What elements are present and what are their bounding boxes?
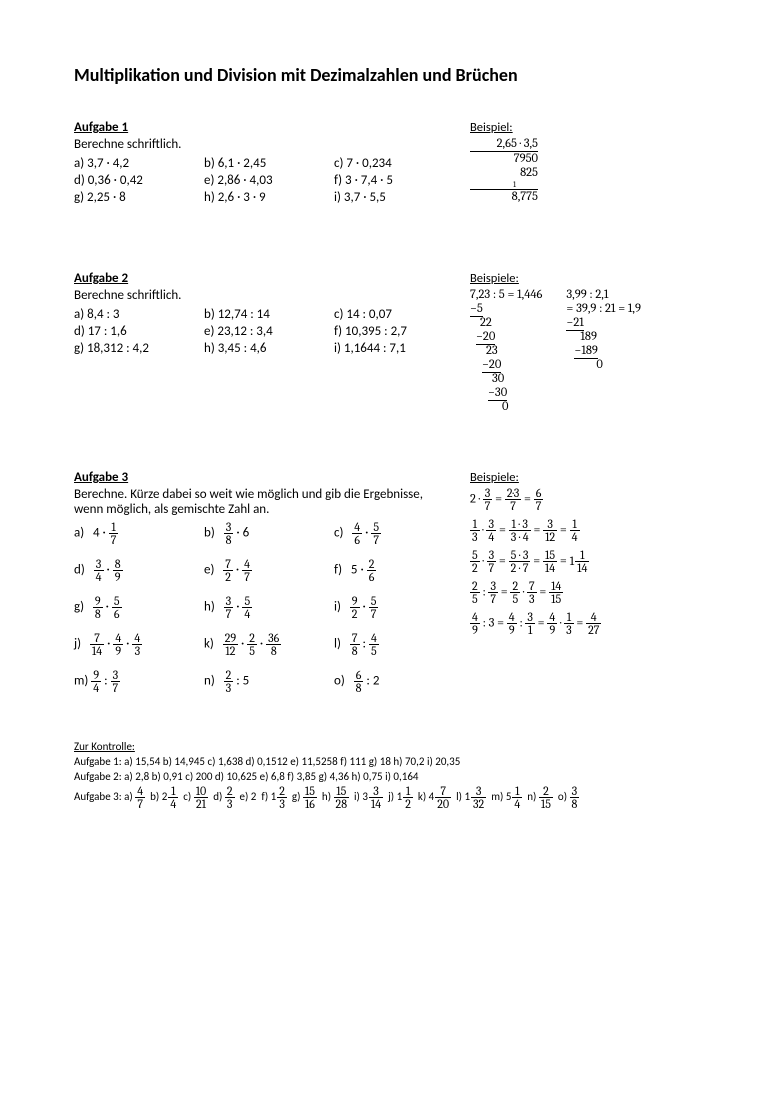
t2-h: h) 3,45 : 4,6: [204, 341, 334, 356]
task-1-grid: a) 3,7 · 4,2 b) 6,1 · 2,45 c) 7 · 0,234 …: [74, 156, 464, 205]
t3-ex-5: 49 : 3 = 49 : 31 = 49 · 13 = 427: [470, 611, 694, 636]
t1-b: b) 6,1 · 2,45: [204, 156, 334, 171]
t2-a: a) 8,4 : 3: [74, 307, 204, 322]
page-title: Multiplikation und Division mit Dezimalz…: [74, 64, 694, 86]
solutions-l3: Aufgabe 3: a) 47 b) 214 c) 1021 d) 23 e)…: [74, 785, 694, 810]
t3-a: a) 4 · 17: [74, 521, 204, 546]
task-3-title: Aufgabe 3: [74, 470, 464, 485]
t2-ex-title: Beispiele:: [470, 271, 694, 286]
t2-ex2-s4: 0: [566, 358, 641, 372]
t2-f: f) 10,395 : 2,7: [334, 324, 464, 339]
task-2: Aufgabe 2 Berechne schriftlich. a) 8,4 :…: [74, 271, 694, 414]
task-2-title: Aufgabe 2: [74, 271, 464, 286]
t2-ex2-l2: = 39,9 : 21 = 1,9: [566, 302, 641, 316]
t3-l: l) 78 : 45: [334, 632, 464, 657]
t3-ex-2: 13 · 34 = 1 · 33 · 4 = 312 = 14: [470, 518, 694, 543]
t1-i: i) 3,7 · 5,5: [334, 190, 464, 205]
task-2-instr: Berechne schriftlich.: [74, 288, 464, 303]
t2-ex2-s2: 189: [566, 330, 641, 344]
t3-o: o) 68 : 2: [334, 669, 464, 694]
t2-ex1-s8: 0: [470, 400, 542, 414]
task-1-instr: Berechne schriftlich.: [74, 137, 464, 152]
t3-ex-1: 2 · 37 = 2·37 = 67: [470, 487, 694, 512]
t3-f: f) 5 · 26: [334, 558, 464, 583]
t3-b: b) 38 · 6: [204, 521, 334, 546]
task-3-grid: a) 4 · 17 b) 38 · 6 c) 46 · 57 d) 34 · 8…: [74, 521, 464, 694]
t1-a: a) 3,7 · 4,2: [74, 156, 204, 171]
t3-j: j) 714 · 49 · 43: [74, 632, 204, 657]
t1-d: d) 0,36 · 0,42: [74, 173, 204, 188]
t2-ex2-s3: −189: [574, 344, 598, 359]
t3-n: n) 23 : 5: [204, 669, 334, 694]
t3-ex-4: 25 : 37 = 25 · 73 = 1415: [470, 580, 694, 605]
t3-d: d) 34 · 89: [74, 558, 204, 583]
t2-ex1-s6: 30: [470, 372, 542, 386]
t3-ex-3: 52 · 37 = 5 · 32 · 7 = 1514 = 1114: [470, 549, 694, 574]
t2-b: b) 12,74 : 14: [204, 307, 334, 322]
worksheet-page: Multiplikation und Division mit Dezimalz…: [0, 0, 768, 850]
t1-ex-l1: 2,65 · 3,5: [470, 137, 538, 151]
t2-i: i) 1,1644 : 7,1: [334, 341, 464, 356]
t2-ex1-s5: −20: [482, 358, 501, 373]
task-1-example: Beispiel: 2,65 · 3,5 7950 825 1 8,775: [464, 120, 694, 204]
t2-ex2: 3,99 : 2,1 = 39,9 : 21 = 1,9 −21 189 −18…: [566, 288, 641, 414]
t1-c: c) 7 · 0,234: [334, 156, 464, 171]
task-3-instr1: Berechne. Kürze dabei so weit wie möglic…: [74, 487, 464, 502]
t2-ex1-head: 7,23 : 5 = 1,446: [470, 288, 542, 302]
solutions: Zur Kontrolle: Aufgabe 1: a) 15,54 b) 14…: [74, 740, 694, 810]
task-3: Aufgabe 3 Berechne. Kürze dabei so weit …: [74, 470, 694, 694]
task-2-example: Beispiele: 7,23 : 5 = 1,446 −5 22 −20 23…: [464, 271, 694, 414]
t1-e: e) 2,86 · 4,03: [204, 173, 334, 188]
t2-g: g) 18,312 : 4,2: [74, 341, 204, 356]
task-2-grid: a) 8,4 : 3 b) 12,74 : 14 c) 14 : 0,07 d)…: [74, 307, 464, 356]
t2-ex1-s4: 23: [470, 344, 542, 358]
t3-ex-title: Beispiele:: [470, 470, 694, 485]
t2-ex1-s1: −5: [470, 302, 483, 317]
solutions-l2: Aufgabe 2: a) 2,8 b) 0,91 c) 200 d) 10,6…: [74, 770, 694, 785]
t2-ex1-s7: −30: [488, 386, 507, 401]
t1-ex-l2: 7950: [470, 151, 538, 166]
t2-e: e) 23,12 : 3,4: [204, 324, 334, 339]
t2-ex1-s3: −20: [476, 330, 495, 345]
t2-ex1-s2: 22: [470, 316, 542, 330]
task-3-example: Beispiele: 2 · 37 = 2·37 = 67 13 · 34 = …: [464, 470, 694, 642]
t2-ex1: 7,23 : 5 = 1,446 −5 22 −20 23 −20 30 −30…: [470, 288, 542, 414]
t3-i: i) 92 · 57: [334, 595, 464, 620]
t1-ex-carry: 1: [470, 180, 538, 189]
t1-h: h) 2,6 · 3 · 9: [204, 190, 334, 205]
task-1: Aufgabe 1 Berechne schriftlich. a) 3,7 ·…: [74, 120, 694, 205]
t3-e: e) 72 · 47: [204, 558, 334, 583]
solutions-title: Zur Kontrolle:: [74, 740, 694, 755]
t1-ex-title: Beispiel:: [470, 120, 694, 135]
t1-ex-res: 8,775: [470, 189, 538, 204]
t2-ex2-s1: −21: [566, 316, 583, 331]
t3-k: k) 2912 · 25 · 368: [204, 632, 334, 657]
task-1-title: Aufgabe 1: [74, 120, 464, 135]
t3-c: c) 46 · 57: [334, 521, 464, 546]
t1-ex-l3: 825: [470, 166, 538, 180]
t2-d: d) 17 : 1,6: [74, 324, 204, 339]
t1-f: f) 3 · 7,4 · 5: [334, 173, 464, 188]
t2-c: c) 14 : 0,07: [334, 307, 464, 322]
task-3-instr2: wenn möglich, als gemischte Zahl an.: [74, 502, 464, 517]
t2-ex2-l1: 3,99 : 2,1: [566, 288, 641, 302]
t3-g: g) 98 · 56: [74, 595, 204, 620]
t3-h: h) 37 · 54: [204, 595, 334, 620]
t1-g: g) 2,25 · 8: [74, 190, 204, 205]
solutions-l1: Aufgabe 1: a) 15,54 b) 14,945 c) 1,638 d…: [74, 755, 694, 770]
t3-m: m) 94 : 37: [74, 669, 204, 694]
